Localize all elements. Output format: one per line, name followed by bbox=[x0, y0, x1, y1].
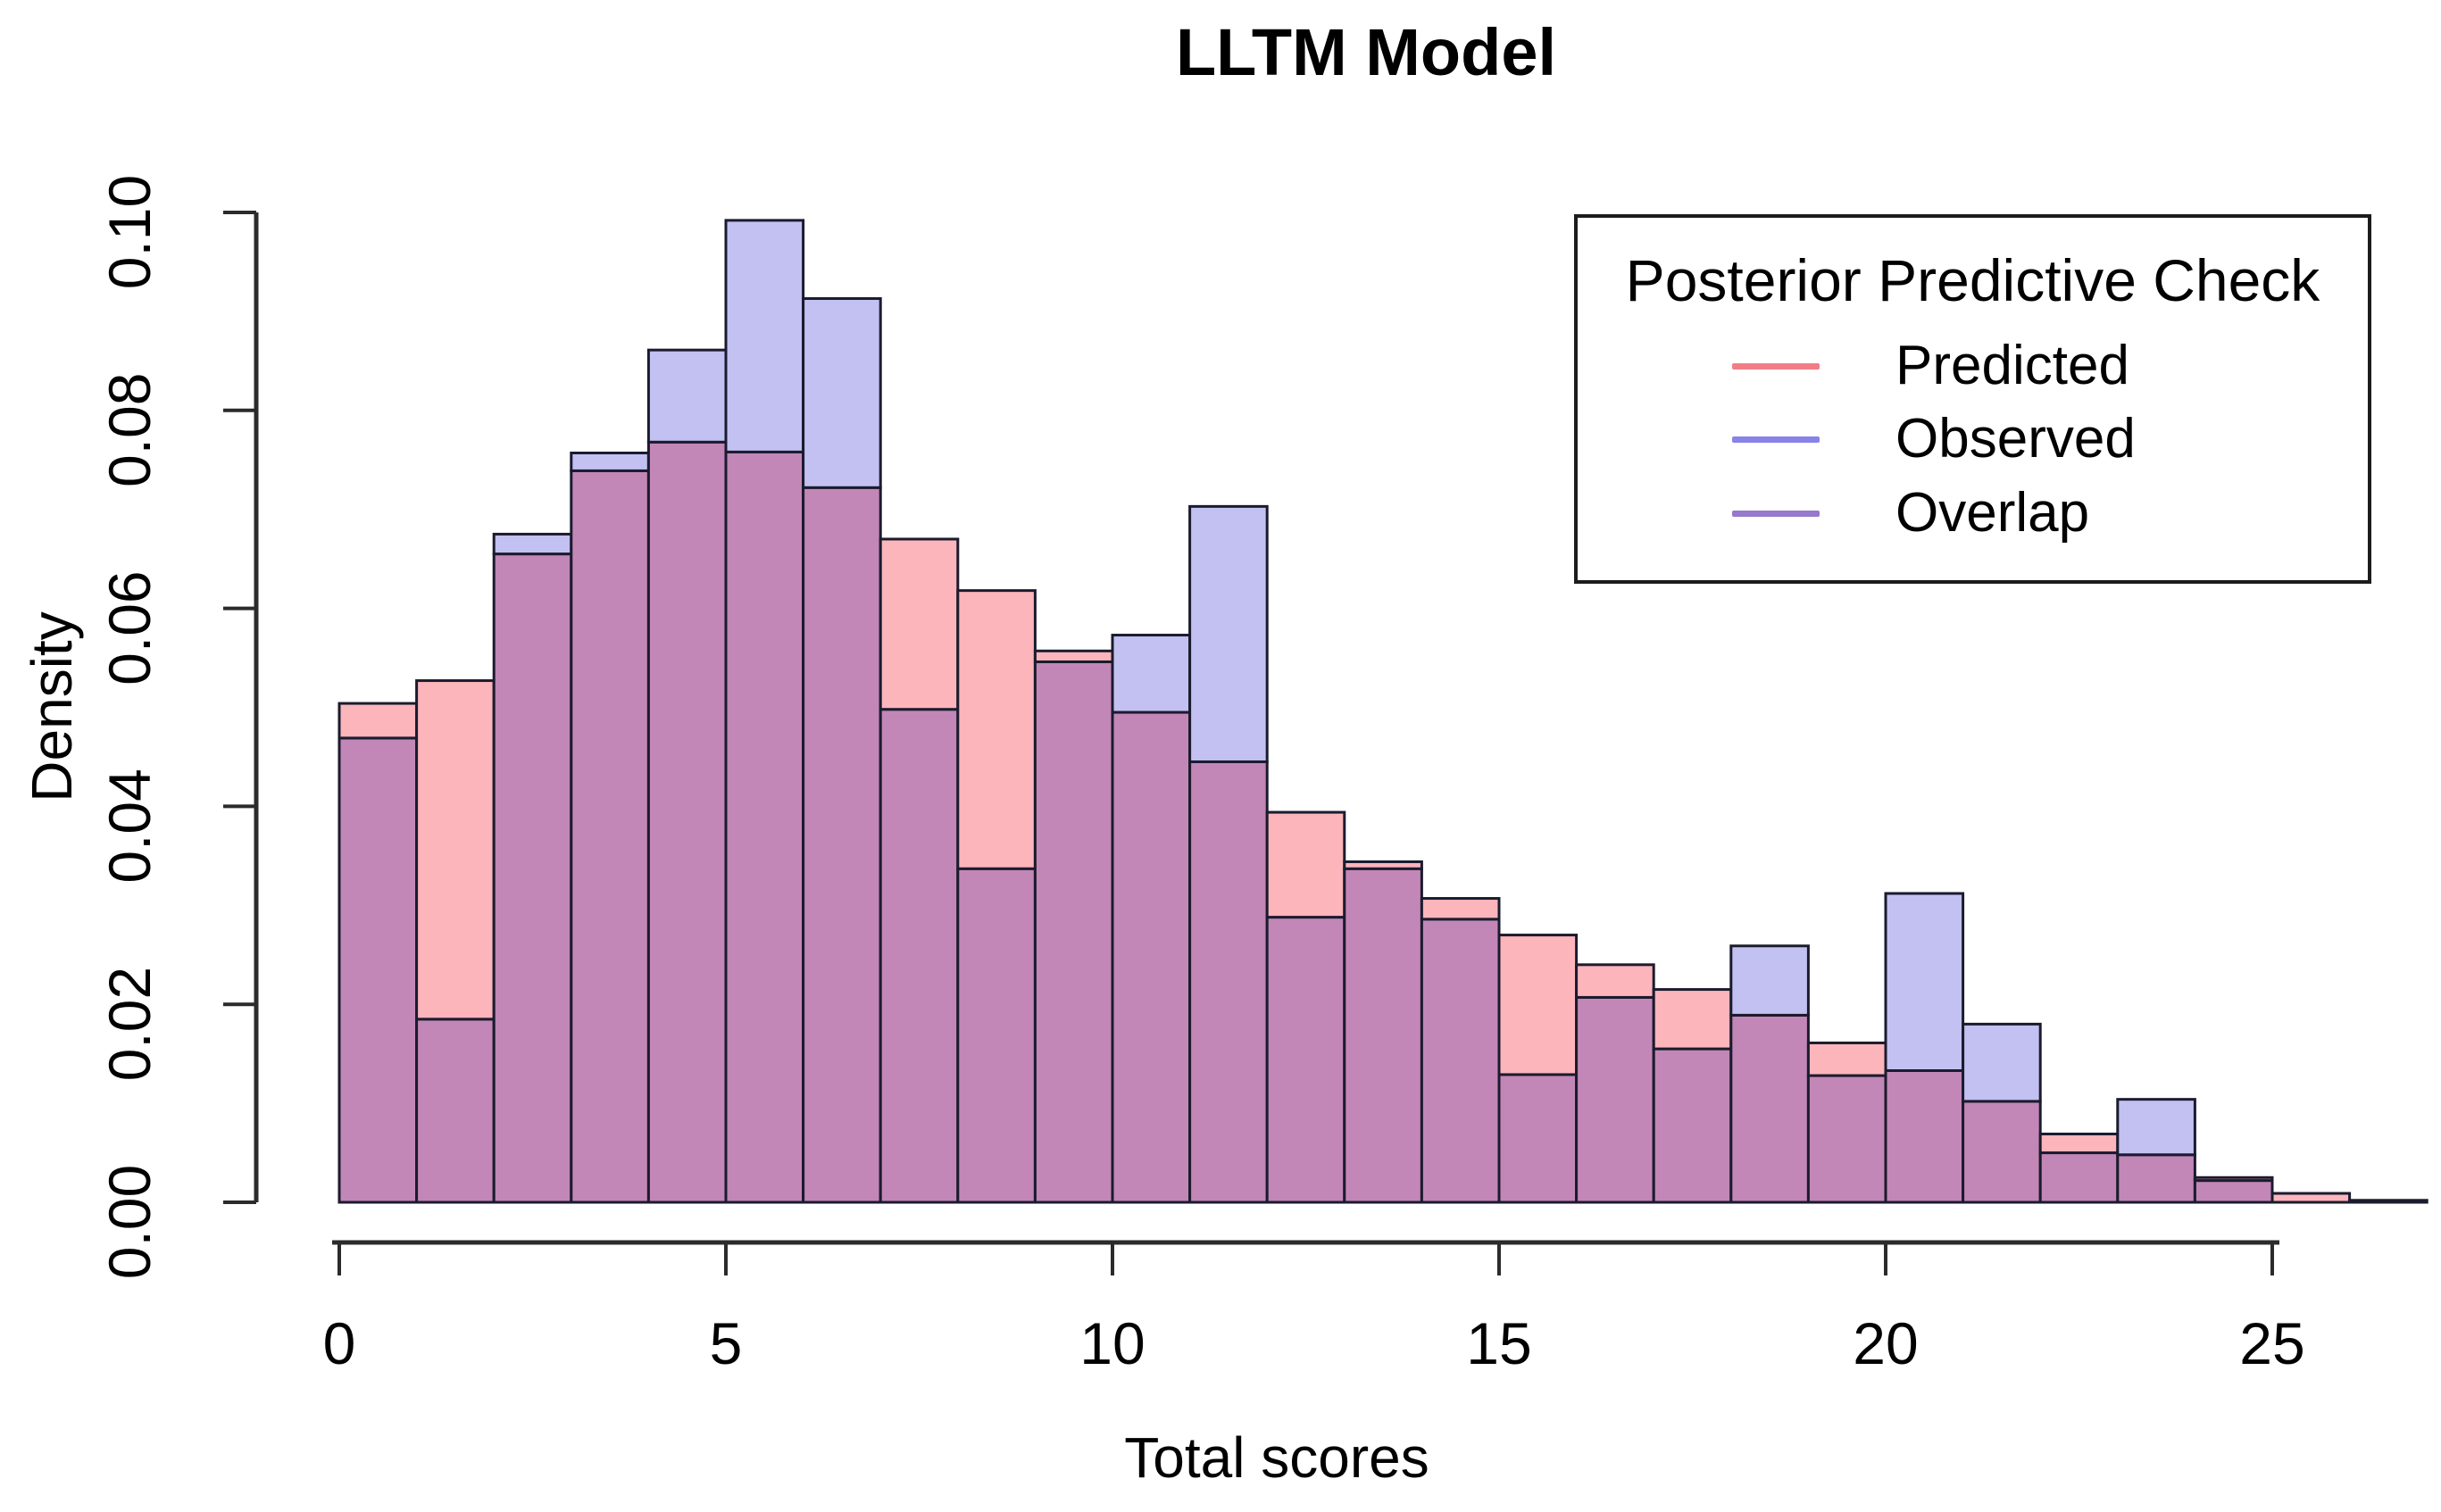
x-tick-label: 20 bbox=[1853, 1310, 1918, 1376]
histogram-bar-predicted bbox=[1420, 897, 1501, 921]
y-tick-label: 0.10 bbox=[96, 175, 162, 289]
x-tick-label: 25 bbox=[2239, 1310, 2304, 1376]
histogram-bar-overlap bbox=[337, 736, 419, 1204]
histogram-bar-predicted bbox=[2270, 1192, 2352, 1204]
x-tick-label: 5 bbox=[710, 1310, 743, 1376]
histogram-bar-predicted bbox=[415, 679, 496, 1021]
histogram-bar-observed bbox=[1729, 944, 1810, 1017]
legend-entry-label: Observed bbox=[1895, 408, 2136, 469]
histogram-bar-predicted bbox=[1265, 810, 1346, 919]
y-tick-label: 0.02 bbox=[96, 967, 162, 1081]
histogram-bar-overlap bbox=[1420, 918, 1501, 1204]
y-tick-label: 0.08 bbox=[96, 373, 162, 487]
histogram-bar-observed bbox=[570, 451, 650, 472]
histogram-bar-overlap bbox=[1652, 1047, 1733, 1204]
histogram-bar-predicted bbox=[2038, 1132, 2120, 1155]
histogram-bar-overlap bbox=[1884, 1069, 1965, 1204]
x-tick-label: 10 bbox=[1079, 1310, 1145, 1376]
histogram-bar-observed bbox=[724, 219, 805, 453]
legend-entry-predicted: Predicted bbox=[1578, 334, 2368, 398]
histogram-bar-observed bbox=[492, 532, 573, 556]
histogram-bar-overlap bbox=[2038, 1151, 2120, 1204]
y-tick-label: 0.04 bbox=[96, 768, 162, 883]
histogram-bar-predicted bbox=[1652, 988, 1733, 1051]
histogram-bar-predicted bbox=[879, 537, 960, 711]
histogram-bar-predicted bbox=[337, 702, 419, 740]
y-tick-label: 0.00 bbox=[96, 1165, 162, 1279]
histogram-bar-predicted bbox=[1806, 1041, 1887, 1077]
histogram-bar-overlap bbox=[956, 867, 1037, 1204]
histogram-bar-observed bbox=[1188, 504, 1269, 763]
histogram-bar-overlap bbox=[415, 1018, 496, 1204]
histogram-bar-overlap bbox=[1962, 1100, 2042, 1204]
histogram-bar-overlap bbox=[802, 486, 882, 1204]
legend-box: Posterior Predictive Check Predicted Obs… bbox=[1574, 214, 2371, 584]
histogram-bar-overlap bbox=[1265, 916, 1346, 1204]
histogram-bar-predicted bbox=[956, 589, 1037, 870]
histogram-bar-predicted bbox=[1497, 934, 1579, 1076]
histogram-bar-predicted bbox=[1575, 963, 1655, 999]
histogram-bar-predicted bbox=[1033, 649, 1114, 663]
histogram-bar-overlap bbox=[1575, 995, 1655, 1204]
histogram-bar-overlap bbox=[1806, 1074, 1887, 1204]
x-tick-label: 15 bbox=[1466, 1310, 1531, 1376]
histogram-bar-predicted bbox=[2193, 1176, 2274, 1183]
histogram-bar-observed bbox=[1884, 892, 1965, 1073]
histogram-bar-observed bbox=[2116, 1098, 2196, 1157]
histogram-bar-overlap bbox=[1729, 1013, 1810, 1204]
observed-line-swatch bbox=[1732, 436, 1820, 443]
histogram-bar-overlap bbox=[492, 552, 573, 1204]
histogram-bar-overlap bbox=[1497, 1073, 1579, 1204]
page-title: LLTM Model bbox=[1175, 15, 1557, 89]
x-tick-label: 0 bbox=[323, 1310, 356, 1376]
y-tick-label: 0.06 bbox=[96, 570, 162, 685]
histogram-bar-observed bbox=[802, 296, 882, 489]
histogram-bar-overlap bbox=[2116, 1153, 2196, 1204]
histogram-bar-overlap bbox=[724, 450, 805, 1204]
histogram-bar-overlap bbox=[1111, 710, 1192, 1204]
histogram-bar-observed bbox=[1962, 1022, 2042, 1103]
histogram-bar-overlap bbox=[570, 469, 650, 1204]
histogram-bar-observed bbox=[1111, 634, 1192, 714]
histogram-bar-overlap bbox=[1188, 760, 1269, 1204]
legend-entry-observed: Observed bbox=[1578, 407, 2368, 471]
histogram-bar-overlap bbox=[1343, 867, 1423, 1204]
histogram-bar-overlap bbox=[646, 440, 728, 1204]
x-axis-label: Total scores bbox=[1124, 1425, 1429, 1490]
histogram-bar-overlap bbox=[879, 708, 960, 1204]
legend-entry-label: Predicted bbox=[1895, 335, 2129, 396]
histogram-bar-predicted bbox=[2348, 1199, 2429, 1204]
histogram-bar-overlap bbox=[2193, 1179, 2274, 1204]
overlap-line-swatch bbox=[1732, 511, 1820, 517]
legend-entry-overlap: Overlap bbox=[1578, 481, 2368, 545]
legend-title: Posterior Predictive Check bbox=[1625, 247, 2320, 313]
predicted-line-swatch bbox=[1732, 363, 1820, 370]
histogram-bar-overlap bbox=[1033, 660, 1114, 1204]
histogram-bar-predicted bbox=[1343, 860, 1423, 870]
histogram-bar-observed bbox=[646, 348, 728, 444]
legend-entry-label: Overlap bbox=[1895, 482, 2090, 544]
